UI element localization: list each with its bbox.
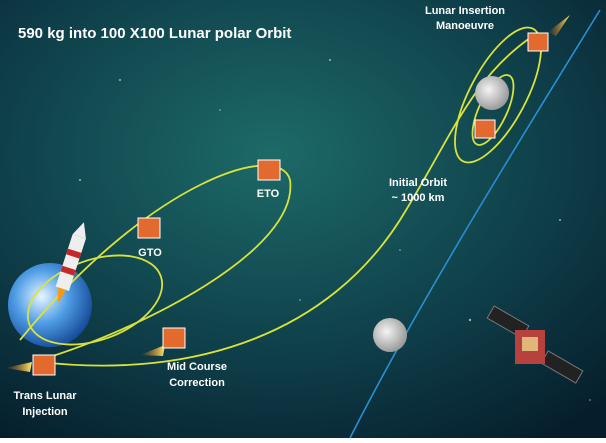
label: Trans Lunar bbox=[14, 390, 78, 402]
moon bbox=[475, 76, 509, 110]
label: Initial Orbit bbox=[389, 177, 447, 189]
background bbox=[0, 0, 606, 438]
label: Lunar Insertion bbox=[425, 5, 505, 17]
label: ETO bbox=[257, 188, 280, 200]
moon bbox=[373, 318, 407, 352]
label: GTO bbox=[138, 247, 162, 259]
label: Correction bbox=[169, 377, 225, 389]
label: Manoeuvre bbox=[436, 20, 494, 32]
label: Mid Course bbox=[167, 361, 227, 373]
label: Injection bbox=[22, 406, 68, 418]
label: ~ 1000 km bbox=[392, 192, 445, 204]
diagram: 590 kg into 100 X100 Lunar polar Orbit L… bbox=[0, 0, 606, 438]
title: 590 kg into 100 X100 Lunar polar Orbit bbox=[18, 25, 291, 42]
